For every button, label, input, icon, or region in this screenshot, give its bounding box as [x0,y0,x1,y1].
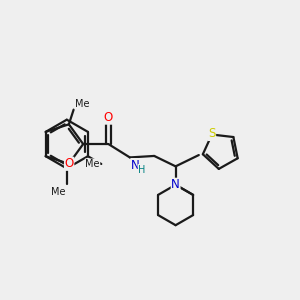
Text: N: N [131,159,140,172]
Text: N: N [171,178,180,191]
Text: H: H [138,165,146,175]
Text: Me: Me [75,99,90,109]
Text: O: O [64,157,74,170]
Text: Me: Me [85,159,100,169]
Text: S: S [208,128,216,140]
Text: Me: Me [51,187,65,197]
Text: O: O [104,111,113,124]
